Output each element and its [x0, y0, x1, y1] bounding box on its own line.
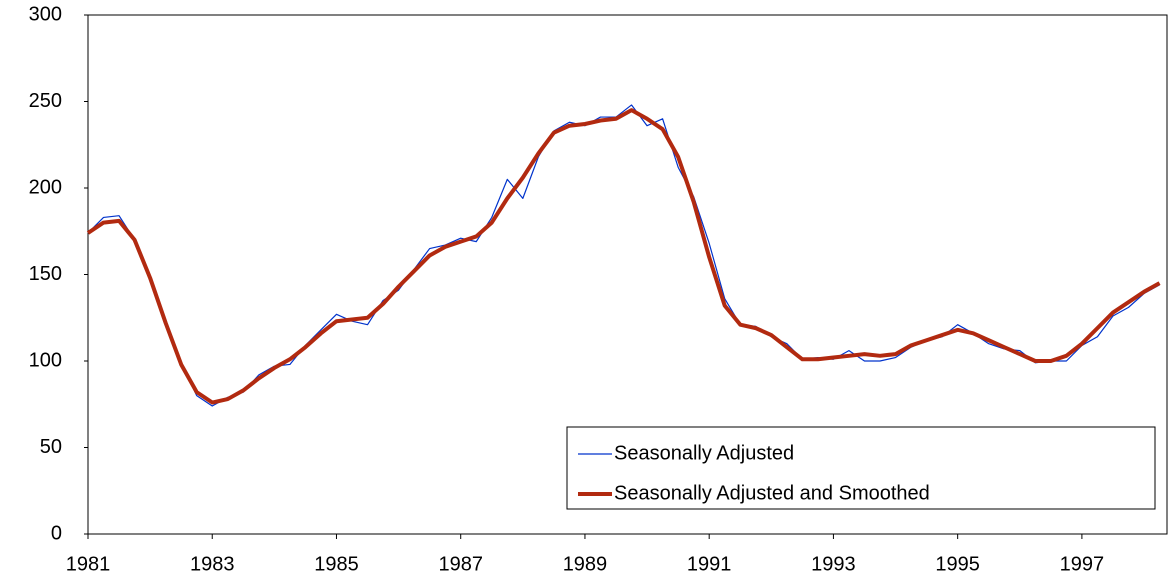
x-tick-label: 1995 [935, 553, 980, 575]
y-tick-label: 0 [51, 522, 62, 544]
x-tick-label: 1983 [190, 553, 235, 575]
x-tick-label: 1985 [314, 553, 359, 575]
y-tick-label: 100 [29, 349, 62, 371]
series-line [87, 104, 1160, 407]
x-tick-label: 1987 [438, 553, 483, 575]
series-line [86, 108, 1161, 405]
x-tick-label: 1993 [811, 553, 856, 575]
x-tick-label: 1981 [66, 553, 111, 575]
x-tick-label: 1989 [563, 553, 608, 575]
y-tick-label: 300 [29, 3, 62, 25]
y-tick-label: 50 [40, 436, 62, 458]
y-tick-label: 250 [29, 90, 62, 112]
legend-label: Seasonally Adjusted [614, 442, 794, 464]
y-tick-label: 200 [29, 176, 62, 198]
y-tick-label: 150 [29, 263, 62, 285]
legend-box [566, 426, 1156, 510]
x-tick-label: 1997 [1060, 553, 1105, 575]
legend-label: Seasonally Adjusted and Smoothed [614, 482, 930, 504]
x-tick-label: 1991 [687, 553, 732, 575]
